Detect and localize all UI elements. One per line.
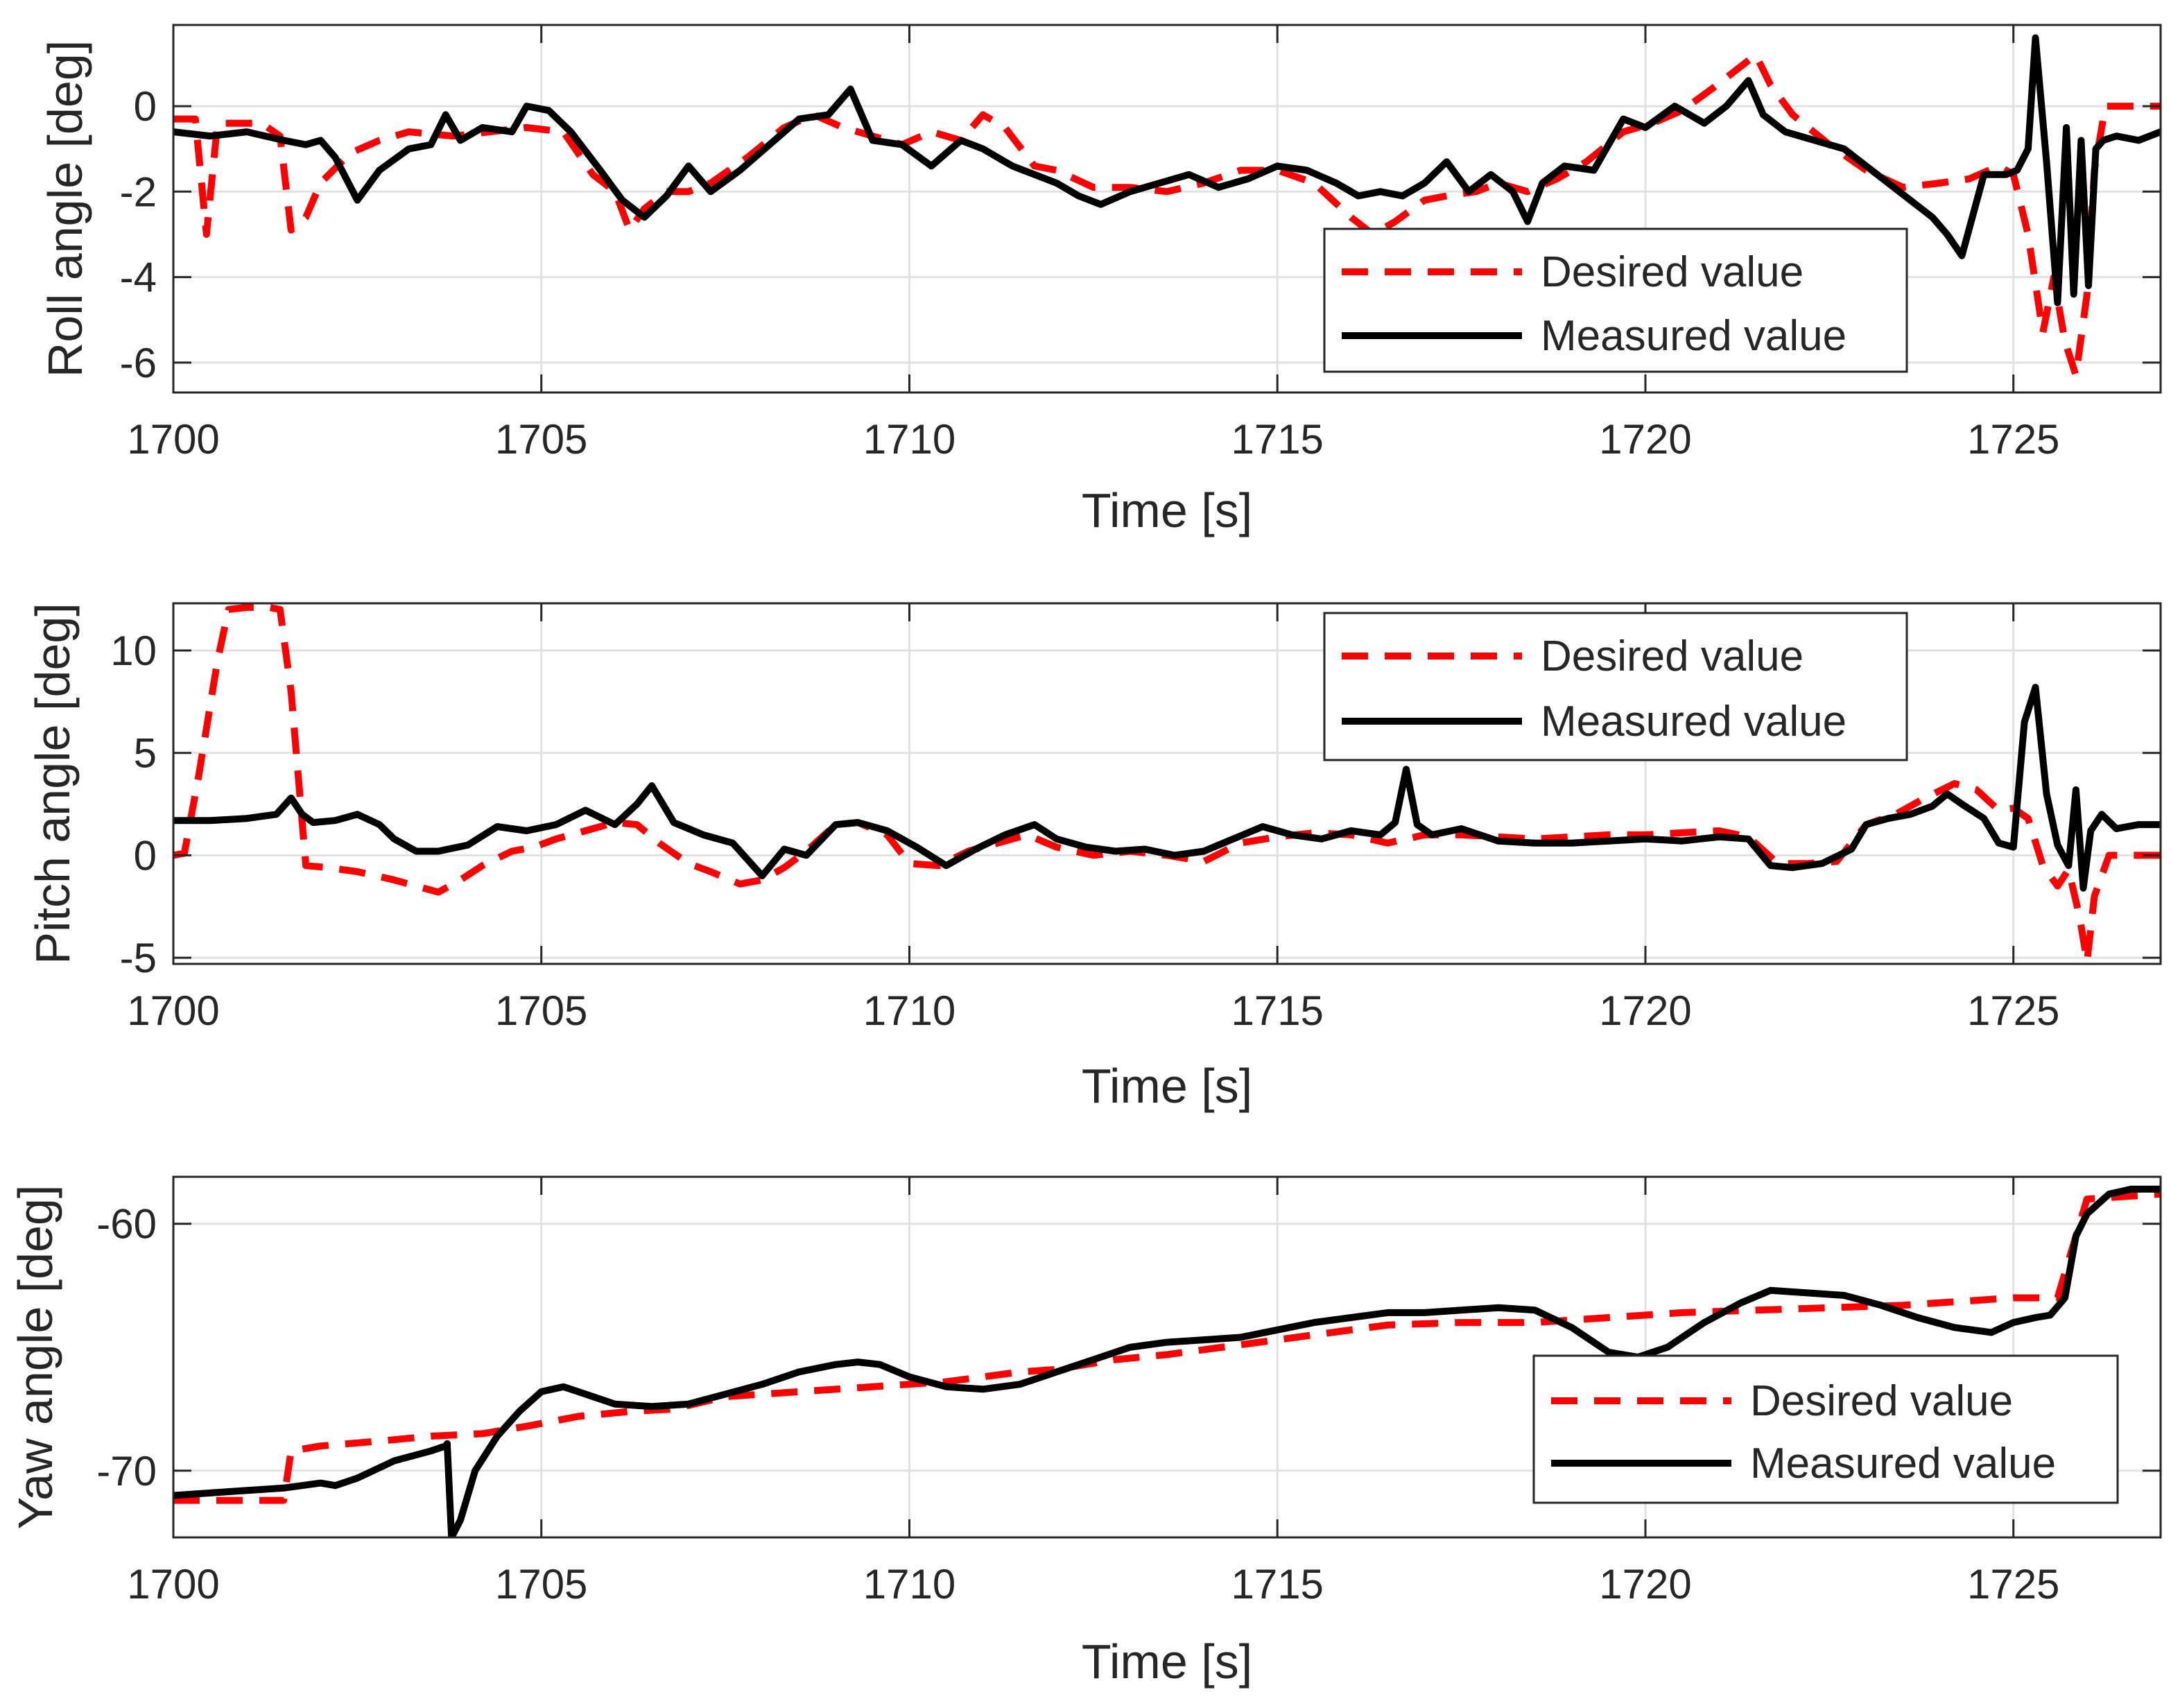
pitch-ticks: 1700 1705 1710 1715 1720 1725 -5 0 5 10 xyxy=(110,603,2161,1034)
yaw-xtick-label: 1720 xyxy=(1599,1561,1691,1607)
roll-xtick-label: 1720 xyxy=(1599,416,1691,463)
pitch-xtick-label: 1725 xyxy=(1967,987,2059,1034)
roll-ylabel: Roll angle [deg] xyxy=(38,40,92,377)
pitch-ylabel: Pitch angle [deg] xyxy=(26,603,80,964)
roll-xtick-label: 1700 xyxy=(127,416,219,463)
pitch-xtick-label: 1715 xyxy=(1231,987,1323,1034)
pitch-series-desired-line xyxy=(173,603,2161,964)
pitch-xtick-label: 1710 xyxy=(863,987,955,1034)
pitch-xtick-label: 1700 xyxy=(127,987,219,1034)
pitch-xlabel: Time [s] xyxy=(1082,1059,1252,1113)
roll-series-measured-line xyxy=(173,34,2161,307)
yaw-legend-label-measured: Measured value xyxy=(1750,1440,2056,1487)
pitch-legend-label-measured: Measured value xyxy=(1541,698,1846,745)
yaw-xtick-label: 1700 xyxy=(127,1561,219,1607)
roll-ytick-label: -2 xyxy=(120,169,157,215)
roll-xtick-label: 1715 xyxy=(1231,416,1323,463)
pitch-legend: Desired value Measured value xyxy=(1323,612,1908,761)
roll-ticks: 1700 1705 1710 1715 1720 1725 -6 -4 -2 0 xyxy=(120,25,2161,463)
roll-axes-box xyxy=(172,24,2162,394)
yaw-ytick-label: -70 xyxy=(96,1448,157,1494)
pitch-ytick-label: 10 xyxy=(110,628,157,674)
yaw-series-measured-line xyxy=(173,1185,2161,1537)
yaw-ylabel: Yaw angle [deg] xyxy=(8,1185,62,1530)
pitch-legend-box xyxy=(1323,612,1908,761)
yaw-series xyxy=(173,1185,2161,1537)
yaw-ytick-label: -60 xyxy=(96,1201,157,1248)
pitch-series xyxy=(173,603,2161,964)
yaw-xtick-label: 1725 xyxy=(1967,1561,2059,1607)
roll-axes: 1700 1705 1710 1715 1720 1725 -6 -4 -2 0 Time [s]… xyxy=(38,24,2162,537)
roll-xlabel: Time [s] xyxy=(1082,483,1252,537)
pitch-ytick-label: 0 xyxy=(134,832,157,879)
yaw-axes-box xyxy=(172,1175,2162,1539)
pitch-ytick-label: 5 xyxy=(134,730,157,777)
roll-legend-label-measured: Measured value xyxy=(1541,312,1846,360)
pitch-xtick-label: 1705 xyxy=(495,987,587,1034)
roll-series xyxy=(173,34,2161,379)
pitch-ytick-label: -5 xyxy=(120,935,157,981)
roll-legend-box xyxy=(1323,227,1908,373)
roll-legend-label-desired: Desired value xyxy=(1541,248,1804,296)
roll-legend: Desired value Measured value xyxy=(1323,227,1908,373)
yaw-xlabel: Time [s] xyxy=(1082,1634,1252,1689)
roll-xtick-label: 1725 xyxy=(1967,416,2059,463)
yaw-legend-label-desired: Desired value xyxy=(1750,1377,2013,1425)
pitch-series-measured-line xyxy=(173,684,2161,892)
pitch-axes-box xyxy=(172,602,2162,965)
roll-ytick-label: 0 xyxy=(134,83,157,130)
yaw-xtick-label: 1710 xyxy=(863,1561,955,1607)
yaw-legend-box xyxy=(1532,1354,2119,1504)
yaw-axes: 1700 1705 1710 1715 1720 1725-70-60 Time [s] … xyxy=(8,1175,2162,1689)
yaw-ticks: 1700 1705 1710 1715 1720 1725 -70 -60 xyxy=(96,1177,2161,1607)
pitch-legend-label-desired: Desired value xyxy=(1541,632,1804,680)
roll-ytick-label: -4 xyxy=(120,255,157,301)
pitch-xtick-label: 1720 xyxy=(1599,987,1691,1034)
yaw-legend: Desired value Measured value xyxy=(1532,1354,2119,1504)
yaw-xtick-label: 1715 xyxy=(1231,1561,1323,1607)
yaw-xtick-label: 1705 xyxy=(495,1561,587,1607)
roll-ytick-label: -6 xyxy=(120,340,157,386)
yaw-series-desired-line xyxy=(173,1190,2161,1504)
roll-xtick-label: 1710 xyxy=(863,416,955,463)
roll-xtick-label: 1705 xyxy=(495,416,587,463)
